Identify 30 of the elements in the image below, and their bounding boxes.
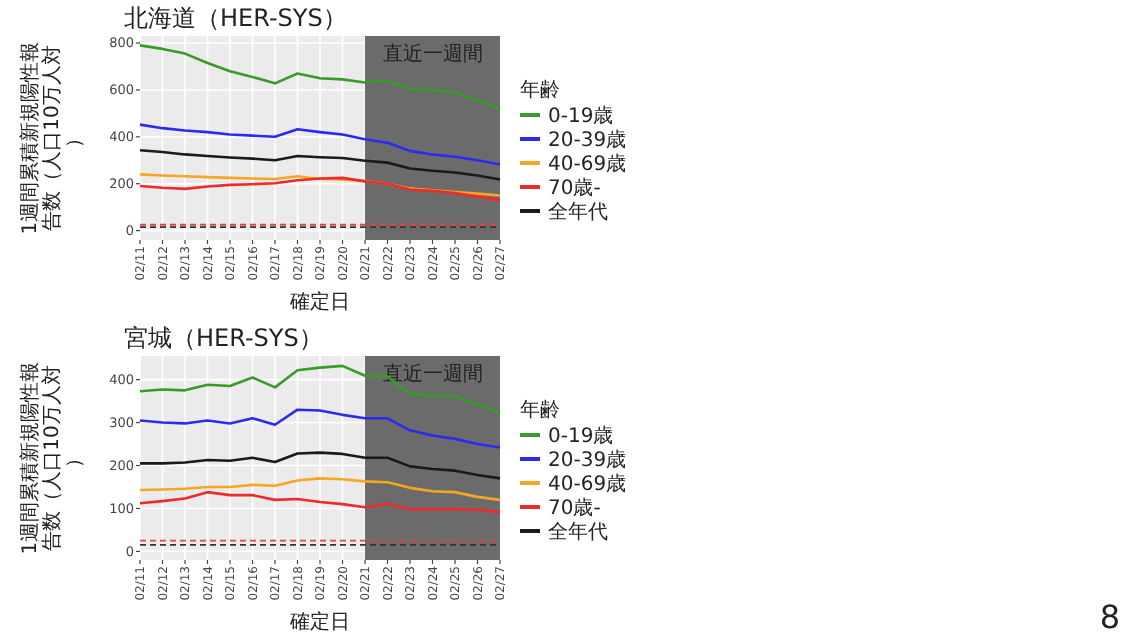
legend-label: 0-19歳 [548, 104, 614, 128]
legend-label: 20-39歳 [548, 448, 627, 472]
x-axis-title: 確定日 [288, 610, 350, 634]
line-series [138, 44, 502, 111]
x-axis-title: 確定日 [288, 290, 350, 314]
legend-label: 40-69歳 [548, 152, 627, 176]
legend-title: 年齢 [520, 78, 560, 102]
line-series [138, 408, 502, 449]
legend-label: 40-69歳 [548, 472, 627, 496]
y-axis-title: 1週間累積新規陽性報告数（人口10万人対） [18, 41, 86, 235]
line-series [138, 148, 502, 181]
line-series [138, 364, 502, 414]
line-series [138, 176, 502, 202]
band-label: 直近一週間 [382, 42, 483, 66]
text: 8 [1099, 598, 1120, 636]
y-axis-title: 1週間累積新規陽性報告数（人口10万人対） [18, 361, 86, 555]
line-series [138, 477, 502, 502]
legend-label: 20-39歳 [548, 128, 627, 152]
legend-label: 全年代 [548, 520, 608, 544]
line-series [138, 451, 502, 480]
line-series [138, 173, 502, 197]
legend-label: 0-19歳 [548, 424, 614, 448]
line-series [138, 123, 502, 166]
line-series [138, 490, 502, 514]
legend-title: 年齢 [520, 398, 560, 422]
chart-title: 北海道（HER-SYS） [124, 4, 347, 32]
legend-label: 70歳- [548, 496, 602, 520]
legend-label: 全年代 [548, 200, 608, 224]
chart-title: 宮城（HER-SYS） [124, 324, 323, 352]
legend-label: 70歳- [548, 176, 602, 200]
